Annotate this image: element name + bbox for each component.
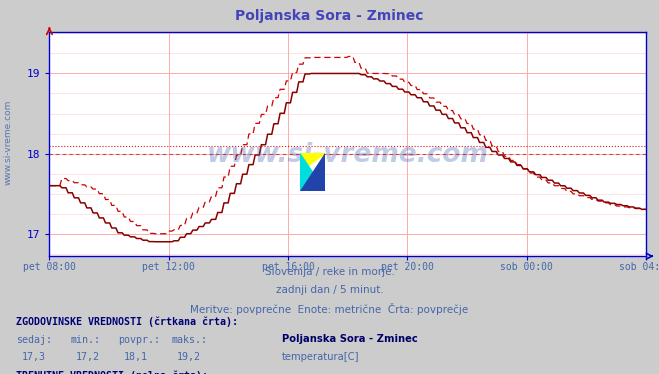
Text: pet 12:00: pet 12:00 [142, 262, 195, 272]
Text: Poljanska Sora - Zminec: Poljanska Sora - Zminec [282, 334, 418, 344]
Text: min.:: min.: [71, 335, 101, 346]
Text: www.si-vreme.com: www.si-vreme.com [3, 99, 13, 185]
Text: sob 00:00: sob 00:00 [500, 262, 553, 272]
Polygon shape [300, 153, 325, 172]
Text: Slovenija / reke in morje.: Slovenija / reke in morje. [264, 267, 395, 278]
Text: 18,1: 18,1 [124, 352, 148, 362]
Text: povpr.:: povpr.: [119, 335, 161, 346]
Text: TRENUTNE VREDNOSTI (polna črta):: TRENUTNE VREDNOSTI (polna črta): [16, 370, 208, 374]
Text: temperatura[C]: temperatura[C] [282, 352, 360, 362]
Text: www.si-vreme.com: www.si-vreme.com [207, 142, 488, 168]
Text: maks.:: maks.: [171, 335, 208, 346]
Polygon shape [300, 153, 325, 191]
Text: pet 08:00: pet 08:00 [23, 262, 76, 272]
Text: 19,2: 19,2 [177, 352, 200, 362]
Text: pet 20:00: pet 20:00 [381, 262, 434, 272]
Text: Meritve: povprečne  Enote: metrične  Črta: povprečje: Meritve: povprečne Enote: metrične Črta:… [190, 303, 469, 315]
Text: 17,3: 17,3 [22, 352, 45, 362]
Text: Poljanska Sora - Zminec: Poljanska Sora - Zminec [235, 9, 424, 23]
Text: sedaj:: sedaj: [16, 335, 53, 346]
Polygon shape [300, 153, 312, 191]
Text: zadnji dan / 5 minut.: zadnji dan / 5 minut. [275, 285, 384, 295]
Text: 17,2: 17,2 [76, 352, 100, 362]
Text: sob 04:00: sob 04:00 [619, 262, 659, 272]
Text: ZGODOVINSKE VREDNOSTI (črtkana črta):: ZGODOVINSKE VREDNOSTI (črtkana črta): [16, 316, 239, 327]
Text: pet 16:00: pet 16:00 [262, 262, 314, 272]
